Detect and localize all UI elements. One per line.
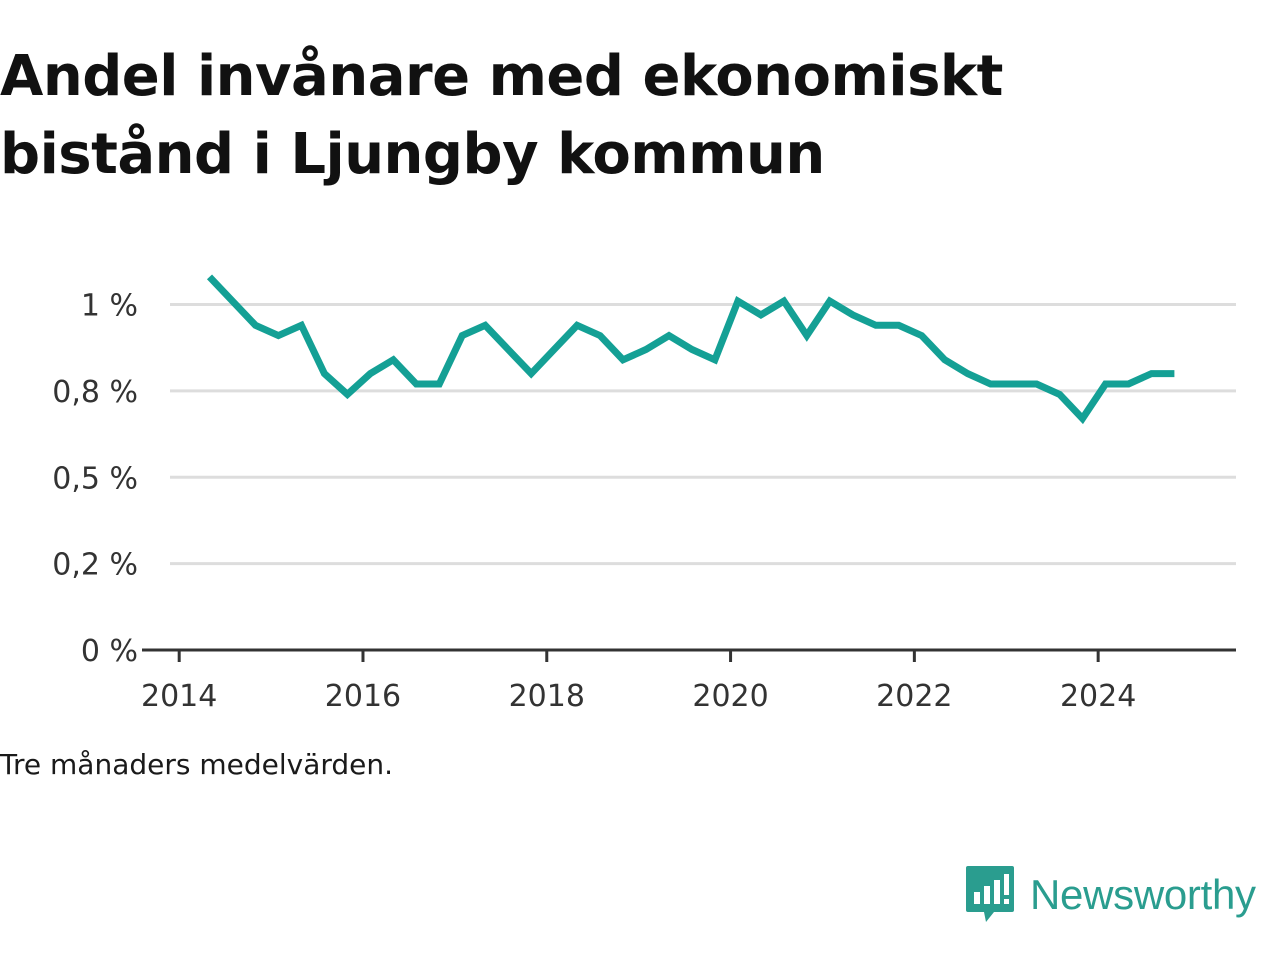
x-tick-label-0: 2014 (141, 679, 217, 714)
chart-note: Tre månaders medelvärden. (0, 748, 394, 781)
newsworthy-logo-icon (966, 866, 1014, 922)
y-axis-labels: 0 % 0,2 % 0,5 % 0,8 % 1 % (52, 289, 138, 669)
brand-name: Newsworthy (1030, 871, 1256, 918)
chart-title: Andel invånare med ekonomiskt bistånd i … (0, 44, 1003, 187)
y-tick-label-0: 0 % (81, 634, 138, 669)
grid-lines (170, 303, 1236, 566)
x-axis: 2014 2016 2018 2020 2022 2024 (141, 648, 1236, 714)
x-tick-label-1: 2016 (325, 679, 401, 714)
y-tick-label-4: 1 % (81, 289, 138, 324)
y-tick-label-1: 0,2 % (52, 548, 138, 583)
line-chart: 2014 2016 2018 2020 2022 2024 0 % 0,2 % 0,5 % 0,… (52, 274, 1236, 714)
y-tick-label-3: 0,8 % (52, 375, 138, 410)
x-tick-label-2: 2018 (509, 679, 585, 714)
series-line-0 (206, 274, 1175, 425)
x-tick-label-4: 2022 (876, 679, 952, 714)
y-tick-label-2: 0,5 % (52, 461, 138, 496)
x-tick-label-3: 2020 (692, 679, 768, 714)
series-group (206, 274, 1175, 425)
x-tick-label-5: 2024 (1060, 679, 1136, 714)
brand-logo: Newsworthy (964, 864, 1256, 926)
